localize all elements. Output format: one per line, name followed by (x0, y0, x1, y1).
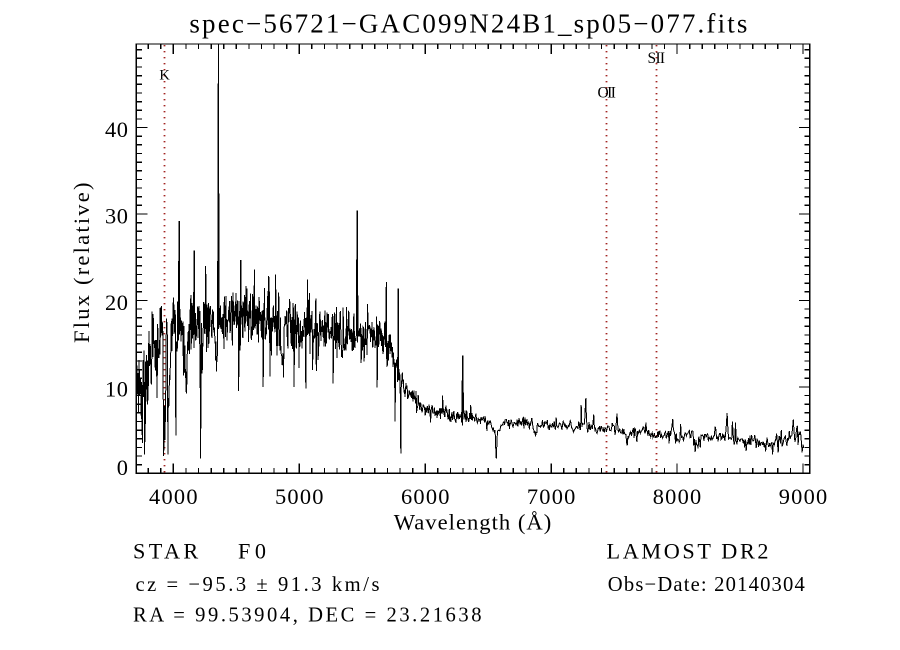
svg-text:LAMOST DR2: LAMOST DR2 (607, 538, 769, 563)
svg-text:SII: SII (648, 50, 666, 67)
svg-text:RA = 99.53904, DEC = 23.2163: RA = 99.53904, DEC = 23.21638 (133, 605, 482, 627)
svg-text:8000: 8000 (653, 484, 702, 509)
svg-text:Wavelength (Å): Wavelength (Å) (394, 509, 552, 534)
svg-text:spec−56721−GAC099N24B1_sp05−07: spec−56721−GAC099N24B1_sp05−077.fits (189, 9, 747, 39)
svg-text:OII: OII (597, 84, 616, 101)
svg-text:10: 10 (105, 377, 128, 402)
svg-text:K: K (159, 67, 170, 83)
svg-text:0: 0 (117, 455, 128, 480)
svg-text:4000: 4000 (149, 484, 198, 509)
svg-text:STAR: STAR (133, 538, 198, 563)
svg-text:cz = −95.3 ± 91.3 km/s: cz = −95.3 ± 91.3 km/s (136, 574, 380, 596)
svg-text:30: 30 (105, 204, 128, 229)
svg-text:40: 40 (105, 117, 128, 142)
svg-text:7000: 7000 (527, 484, 576, 509)
svg-text:Obs−Date: 20140304: Obs−Date: 20140304 (608, 574, 805, 596)
svg-text:5000: 5000 (275, 484, 324, 509)
svg-text:9000: 9000 (779, 484, 828, 509)
svg-text:20: 20 (105, 290, 128, 315)
svg-text:6000: 6000 (401, 484, 450, 509)
svg-text:Flux (relative): Flux (relative) (69, 183, 94, 344)
